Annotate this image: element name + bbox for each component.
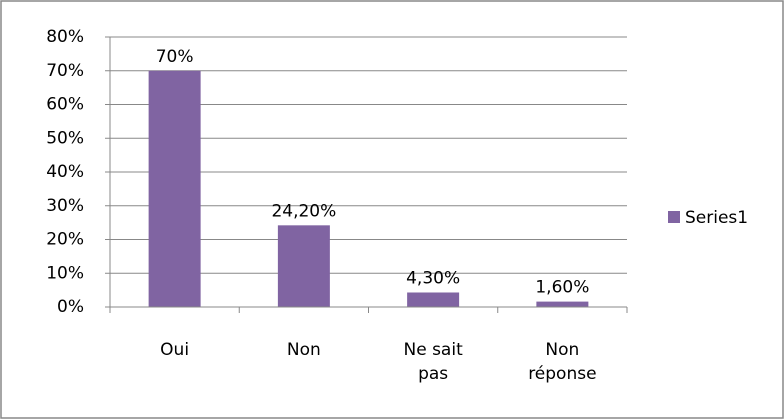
bar xyxy=(536,301,589,307)
data-label: 4,30% xyxy=(406,268,460,288)
bar xyxy=(407,292,460,307)
legend-label: Series1 xyxy=(685,208,748,228)
data-label: 1,60% xyxy=(535,278,589,298)
y-tick-label: 20% xyxy=(46,230,84,250)
y-tick-label: 80% xyxy=(46,27,84,47)
bar xyxy=(277,225,330,307)
y-tick-label: 10% xyxy=(46,263,84,283)
y-tick-label: 30% xyxy=(46,196,84,216)
data-label: 70% xyxy=(156,47,194,67)
y-tick-label: 0% xyxy=(57,297,84,317)
data-label: 24,20% xyxy=(271,201,336,221)
y-tick-label: 70% xyxy=(46,61,84,81)
y-tick-label: 50% xyxy=(46,128,84,148)
x-tick-label: Non réponse xyxy=(528,340,597,384)
y-tick-label: 40% xyxy=(46,162,84,182)
x-tick-label: Oui xyxy=(160,340,190,360)
x-tick-label: Non xyxy=(286,340,321,360)
y-tick-label: 60% xyxy=(46,95,84,115)
x-tick-label: Ne sait pas xyxy=(403,340,463,384)
bar xyxy=(148,70,201,307)
legend-swatch xyxy=(668,211,680,223)
